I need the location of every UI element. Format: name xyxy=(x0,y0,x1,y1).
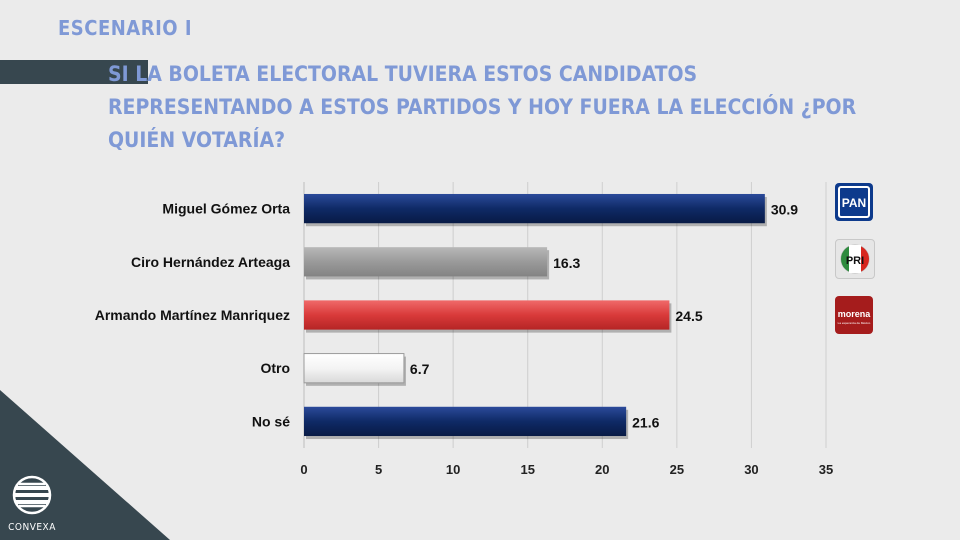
chart-labels: 0 5 10 15 20 25 30 35 Miguel Gómez Orta 30.9 Ciro … xyxy=(95,201,833,477)
corner-decoration xyxy=(0,390,170,540)
scenario-title: ESCENARIO I xyxy=(58,16,193,40)
bar xyxy=(304,247,548,277)
convexa-logo: CONVEXA xyxy=(8,474,56,533)
x-tick-label: 10 xyxy=(446,462,460,477)
bar xyxy=(304,300,670,330)
x-tick-label: 20 xyxy=(595,462,609,477)
value-label: 6.7 xyxy=(410,361,430,377)
pri-logo: PRI xyxy=(835,239,875,279)
title-accent-bar xyxy=(0,60,148,84)
x-tick-label: 25 xyxy=(670,462,684,477)
category-label: No sé xyxy=(252,413,290,429)
pan-logo-text: PAN xyxy=(842,196,866,210)
category-label: Ciro Hernández Arteaga xyxy=(131,254,290,270)
bar xyxy=(303,353,405,384)
bar xyxy=(304,193,765,224)
convexa-globe-icon xyxy=(12,475,52,515)
value-label: 30.9 xyxy=(771,202,798,218)
category-label: Otro xyxy=(260,360,290,376)
bar xyxy=(304,406,627,437)
category-label: Armando Martínez Manriquez xyxy=(95,307,290,323)
x-tick-label: 15 xyxy=(520,462,534,477)
x-tick-label: 5 xyxy=(375,462,382,477)
x-tick-label: 35 xyxy=(819,462,833,477)
chart-bars xyxy=(303,193,767,440)
morena-logo-sublabel: La esperanza de México xyxy=(838,321,871,325)
morena-logo: morena La esperanza de México xyxy=(835,296,873,334)
value-label: 24.5 xyxy=(675,308,702,324)
value-label: 21.6 xyxy=(632,414,659,430)
value-label: 16.3 xyxy=(553,255,580,271)
x-tick-label: 30 xyxy=(744,462,758,477)
category-label: Miguel Gómez Orta xyxy=(162,201,290,217)
x-tick-label: 0 xyxy=(300,462,307,477)
pri-logo-text: PRI xyxy=(846,255,864,267)
question-title: SI LA BOLETA ELECTORAL TUVIERA ESTOS CAN… xyxy=(108,62,857,152)
pan-logo: PAN xyxy=(835,183,873,221)
brand-name: CONVEXA xyxy=(8,522,56,533)
morena-logo-text: morena xyxy=(838,309,872,319)
